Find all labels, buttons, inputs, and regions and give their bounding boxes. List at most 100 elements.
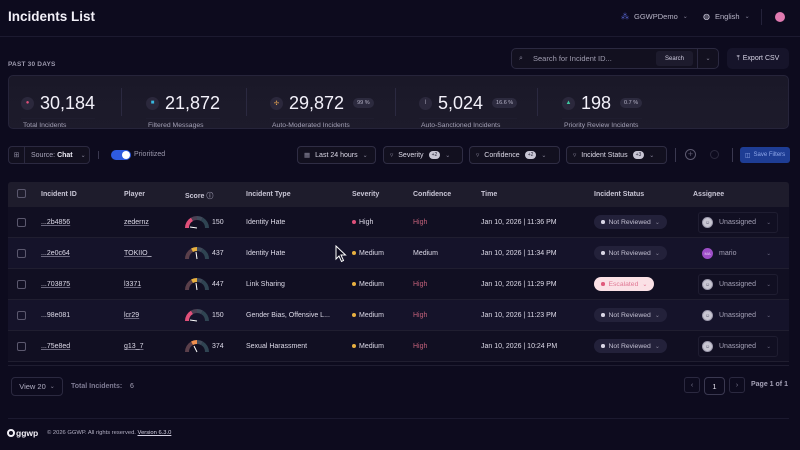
divider	[732, 148, 733, 162]
score-value: 437	[212, 250, 224, 257]
save-filters-button[interactable]: ◫ Save Filters	[740, 147, 790, 163]
status-dropdown[interactable]: Not Reviewed ⌄	[594, 308, 667, 322]
severity-label: Medium	[359, 281, 384, 288]
org-name: GGWPDemo	[634, 12, 678, 21]
column-header[interactable]: Player	[124, 191, 146, 198]
current-page-input[interactable]: 1	[704, 377, 725, 395]
row-checkbox[interactable]	[17, 249, 26, 258]
search-options-dropdown[interactable]: ⌄	[698, 55, 718, 62]
message-icon: ■	[146, 96, 159, 110]
assignee-dropdown[interactable]: MA mario ⌄	[698, 243, 778, 264]
incident-id-link[interactable]: ...75e8ed	[41, 343, 71, 350]
prev-page-button[interactable]: ‹	[684, 377, 700, 393]
column-header[interactable]: Incident ID	[41, 191, 77, 198]
date-range-label: Last 24 hours	[315, 151, 358, 159]
next-page-button[interactable]: ›	[729, 377, 745, 393]
page-size-select[interactable]: View 20 ⌄	[11, 377, 63, 396]
assignee-dropdown[interactable]: ☺ Unassigned ⌄	[698, 305, 778, 326]
confidence-filter-label: Confidence	[484, 151, 520, 159]
severity-label: Medium	[359, 343, 384, 350]
player-link[interactable]: zedernz	[124, 219, 149, 226]
date-range-filter[interactable]: ▦ Last 24 hours ⌄	[297, 146, 376, 164]
column-header[interactable]: Time	[481, 191, 498, 198]
table-row[interactable]: ...75e8ed g13_7 374 Sexual Harassment Me…	[8, 331, 789, 362]
column-header[interactable]: Incident Status	[594, 191, 645, 198]
search-button[interactable]: Search	[655, 51, 693, 66]
reset-filters-icon[interactable]	[710, 150, 719, 159]
column-header[interactable]: Confidence	[413, 191, 452, 198]
column-header[interactable]: Severity	[352, 191, 380, 198]
page-title: Incidents List	[8, 9, 96, 24]
status-dropdown[interactable]: Not Reviewed ⌄	[594, 339, 667, 353]
player-link[interactable]: l3371	[124, 281, 142, 288]
status-dropdown[interactable]: Escalated ⌄	[594, 277, 655, 291]
chevron-down-icon: ⌄	[642, 281, 648, 288]
mouse-cursor-icon	[335, 245, 347, 263]
prioritized-toggle[interactable]	[111, 150, 131, 160]
status-dropdown[interactable]: Not Reviewed ⌄	[594, 215, 667, 229]
org-selector[interactable]: ⁂ GGWPDemo ⌄	[621, 12, 688, 21]
total-incidents-value: 6	[130, 383, 134, 390]
divider	[98, 151, 99, 159]
language-name: English	[714, 12, 740, 21]
confidence: High	[413, 281, 428, 288]
player-link[interactable]: g13_7	[124, 343, 144, 350]
status-dropdown[interactable]: Not Reviewed ⌄	[594, 246, 667, 260]
source-selector[interactable]: ⊞ Source: Chat ⌄	[8, 146, 90, 164]
severity-filter[interactable]: ▿ Severity +2 ⌄	[383, 146, 463, 164]
select-all-checkbox[interactable]	[17, 189, 26, 198]
column-header[interactable]: Assignee	[693, 191, 725, 198]
org-icon: ⁂	[621, 12, 629, 21]
assignee-name: Unassigned	[719, 343, 756, 350]
assignee-dropdown[interactable]: ☺ Unassigned ⌄	[698, 274, 778, 295]
version-link[interactable]: Version 6.3.0	[137, 430, 172, 436]
column-header[interactable]: Score ⓘ	[185, 191, 213, 201]
confidence-filter[interactable]: ▿ Confidence +2 ⌄	[469, 146, 560, 164]
assignee-dropdown[interactable]: ☺ Unassigned ⌄	[698, 212, 778, 233]
add-filter-icon[interactable]: +	[685, 149, 696, 160]
chevron-down-icon: ⌄	[766, 281, 771, 288]
divider	[395, 88, 396, 116]
row-checkbox[interactable]	[17, 311, 26, 320]
column-header[interactable]: Incident Type	[246, 191, 291, 198]
stat-total-incidents: ● 30,184 Total Incidents	[21, 88, 96, 129]
filter-bar: ⊞ Source: Chat ⌄ Prioritized ▦ Last 24 h…	[0, 146, 800, 166]
incident-id-link[interactable]: ...703875	[41, 281, 71, 288]
filter-icon: ▿	[573, 152, 577, 159]
auto-moderate-icon: ✣	[270, 96, 283, 110]
incident-status-filter[interactable]: ▿ Incident Status +3 ⌄	[566, 146, 667, 164]
export-csv-button[interactable]: ⤒ Export CSV	[727, 48, 789, 69]
save-filters-label: Save Filters	[753, 152, 786, 158]
status-label: Not Reviewed	[608, 311, 651, 319]
table-row[interactable]: ...703875 l3371 447 Link Sharing Medium …	[8, 269, 789, 300]
row-checkbox[interactable]	[17, 218, 26, 227]
incident-id-link[interactable]: ...2b4856	[41, 219, 71, 226]
row-checkbox[interactable]	[17, 280, 26, 289]
chevron-down-icon: ⌄	[362, 152, 368, 159]
status-dot	[601, 282, 605, 286]
assignee-dropdown[interactable]: ☺ Unassigned ⌄	[698, 336, 778, 357]
search-input[interactable]	[530, 54, 656, 63]
avatar: MA	[702, 248, 713, 259]
stat-label: Auto-Sanctioned Incidents	[421, 122, 501, 130]
table-row[interactable]: ...98e081 lcr29 150 Gender Bias, Offensi…	[8, 300, 789, 331]
row-checkbox[interactable]	[17, 342, 26, 351]
incident-id-link[interactable]: ...2e0c64	[41, 250, 70, 257]
severity-dot	[352, 251, 356, 256]
save-icon: ◫	[744, 152, 751, 159]
player-link[interactable]: TOKIIO_	[124, 250, 152, 257]
search-icon: ⌕	[519, 54, 523, 62]
table-row[interactable]: ...2b4856 zedernz 150 Identity Hate High…	[8, 207, 789, 238]
table-row[interactable]: ...2e0c64 TOKIIO_ 437 Identity Hate Medi…	[8, 238, 789, 269]
player-link[interactable]: lcr29	[124, 312, 140, 319]
incident-status-filter-label: Incident Status	[581, 151, 628, 159]
incident-id-link[interactable]: ...98e081	[41, 312, 71, 319]
status-label: Not Reviewed	[608, 218, 651, 226]
total-incidents-label: Total Incidents:	[71, 383, 123, 390]
user-avatar[interactable]	[775, 12, 785, 22]
language-selector[interactable]: ◍ English ⌄	[703, 12, 750, 21]
table-header: Incident ID Player Score ⓘ Incident Type…	[8, 182, 789, 207]
score-gauge-icon	[185, 247, 209, 260]
chevron-down-icon: ⌄	[654, 219, 660, 226]
toggle-knob	[122, 151, 130, 159]
